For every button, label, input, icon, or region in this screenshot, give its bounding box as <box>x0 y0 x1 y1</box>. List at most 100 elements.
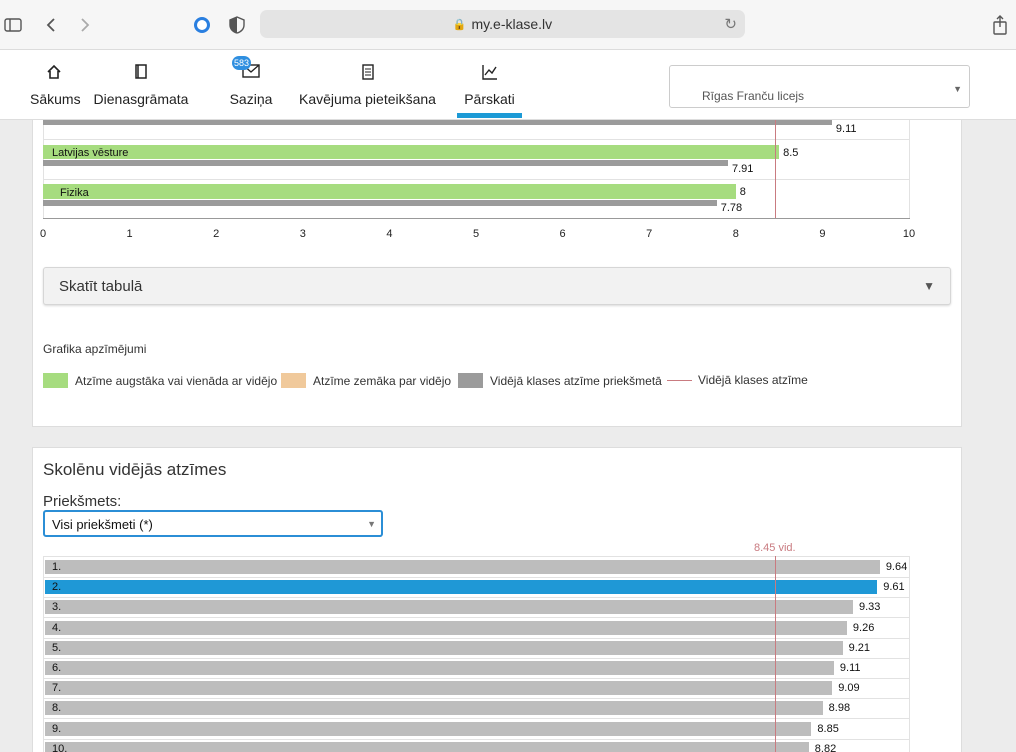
row-separator <box>43 577 910 578</box>
chart-grid-line <box>43 139 910 140</box>
rank-label: 4. <box>52 621 62 634</box>
student-average-bar <box>45 681 833 696</box>
rank-label: 9. <box>52 722 62 735</box>
row-separator <box>43 698 910 700</box>
rank-label: 7. <box>52 682 62 695</box>
subject-label: Fizika <box>60 187 89 199</box>
student-average-bar <box>45 721 812 736</box>
accordion-label: Skatīt tabulā <box>59 278 143 295</box>
adblock-icon[interactable] <box>191 14 213 36</box>
student-average-value: 8.85 <box>817 722 839 735</box>
url-text: my.e-klase.lv <box>471 16 553 32</box>
student-average-value: 9.11 <box>839 662 861 674</box>
subject-select[interactable]: Visi priekšmeti (*) ▼ <box>43 510 383 537</box>
class-average-line <box>774 556 776 752</box>
student-average-value: 8.82 <box>814 742 837 752</box>
class-average-line <box>774 120 776 218</box>
current-student-bar <box>45 580 878 595</box>
nav-parskati[interactable]: Pārskati <box>457 50 522 120</box>
chart-icon <box>457 64 522 84</box>
rank-label: 8. <box>52 702 62 715</box>
x-axis-tick-label: 7 <box>646 228 653 240</box>
student-average-value: 9.09 <box>838 682 860 695</box>
x-axis-tick-label: 0 <box>39 228 47 240</box>
nav-label: Kavējuma pieteikšana <box>299 91 436 107</box>
x-axis-tick-label: 8 <box>732 228 739 240</box>
legend-swatch <box>458 373 483 388</box>
student-average-bar <box>45 560 880 574</box>
chart-grid-line <box>43 179 910 180</box>
school-select[interactable]: Rīgas Franču licejs ▼ <box>669 65 970 108</box>
student-grade-bar <box>43 184 736 199</box>
legend-line <box>667 379 692 381</box>
rank-label: 5. <box>52 641 62 654</box>
row-separator <box>43 617 910 619</box>
view-as-table-toggle[interactable]: Skatīt tabulā ▼ <box>43 267 951 305</box>
nav-dienasgramata[interactable]: Dienasgrāmata <box>81 50 201 120</box>
chevron-down-icon: ▼ <box>367 519 376 529</box>
legend-label: Vidējā klases atzīme priekšmetā <box>490 373 662 388</box>
section-title: Skolēnu vidējās atzīmes <box>43 460 227 479</box>
student-grade-value: 8 <box>739 186 746 198</box>
nav-sakums[interactable]: Sākums <box>30 50 81 120</box>
student-average-value: 9.26 <box>852 621 875 634</box>
lock-icon: 🔒 <box>452 18 467 31</box>
legend-item-below-average: Atzīme zemāka par vidējo <box>281 373 451 388</box>
rank-label: 10. <box>52 742 68 752</box>
x-axis-tick-label: 2 <box>213 228 220 240</box>
student-average-bar <box>45 600 853 615</box>
legend-swatch <box>43 373 68 388</box>
x-axis-tick-label: 6 <box>559 228 566 240</box>
forward-icon[interactable] <box>74 14 96 36</box>
reload-icon[interactable]: ↻ <box>724 15 737 33</box>
nav-label: Saziņa <box>229 91 273 107</box>
chart-grid-line <box>909 120 910 218</box>
row-separator <box>43 718 910 720</box>
student-average-value: 9.61 <box>883 581 905 594</box>
legend-title: Grafika apzīmējumi <box>43 342 147 356</box>
legend-label: Atzīme zemāka par vidējo <box>313 373 452 388</box>
address-bar[interactable]: 🔒 my.e-klase.lv ↻ <box>260 10 745 38</box>
nav-label: Sākums <box>30 91 81 107</box>
x-axis-tick-label: 5 <box>472 228 480 240</box>
student-averages-card <box>32 447 962 752</box>
share-icon[interactable] <box>989 14 1011 36</box>
shield-icon[interactable] <box>226 14 248 36</box>
document-icon <box>299 64 436 84</box>
student-average-value: 9.64 <box>885 561 908 573</box>
legend-item-above-average: Atzīme augstāka vai vienāda ar vidējo <box>43 373 277 388</box>
nav-label: Dienasgrāmata <box>93 91 189 107</box>
x-axis-tick-label: 9 <box>819 228 826 240</box>
back-icon[interactable] <box>40 14 62 36</box>
nav-kavejuma-pieteiksana[interactable]: Kavējuma pieteikšana <box>299 50 436 120</box>
legend-swatch <box>281 373 306 388</box>
legend-label: Vidējā klases atzīme <box>698 373 808 387</box>
rank-label: 1. <box>52 561 62 573</box>
class-average-bar <box>43 160 728 166</box>
rank-label: 6. <box>52 662 62 674</box>
row-separator <box>43 637 910 639</box>
page-content: 9.11 Latvijas vēsture 8.5 7.91 Fizika 8 … <box>0 120 1016 752</box>
legend-label: Atzīme augstāka vai vienāda ar vidējo <box>75 373 278 388</box>
subject-field-label: Priekšmets: <box>43 493 122 510</box>
home-icon <box>30 64 78 84</box>
unread-badge: 583 <box>232 56 252 70</box>
nav-sazina[interactable]: 583 Saziņa <box>228 50 274 120</box>
school-name: Rīgas Franču licejs <box>702 89 805 103</box>
student-average-value: 9.21 <box>848 641 870 654</box>
student-average-value: 8.98 <box>828 702 851 715</box>
rank-label: 3. <box>52 601 62 614</box>
student-average-bar <box>45 741 809 752</box>
chart-x-axis <box>43 218 910 219</box>
student-average-value: 9.33 <box>858 601 881 614</box>
x-axis-tick-label: 4 <box>386 228 393 240</box>
row-separator <box>43 738 910 740</box>
sidebar-icon[interactable] <box>2 14 24 36</box>
rank-label: 2. <box>52 581 62 594</box>
chevron-down-icon: ▼ <box>923 279 935 293</box>
student-average-bar <box>45 640 843 655</box>
row-separator <box>43 678 910 679</box>
legend-item-class-average: Vidējā klases atzīme <box>667 373 808 387</box>
main-navigation: Sākums Dienasgrāmata 583 Saziņa Kavējuma… <box>0 50 1016 120</box>
ranking-chart-frame <box>43 556 910 752</box>
